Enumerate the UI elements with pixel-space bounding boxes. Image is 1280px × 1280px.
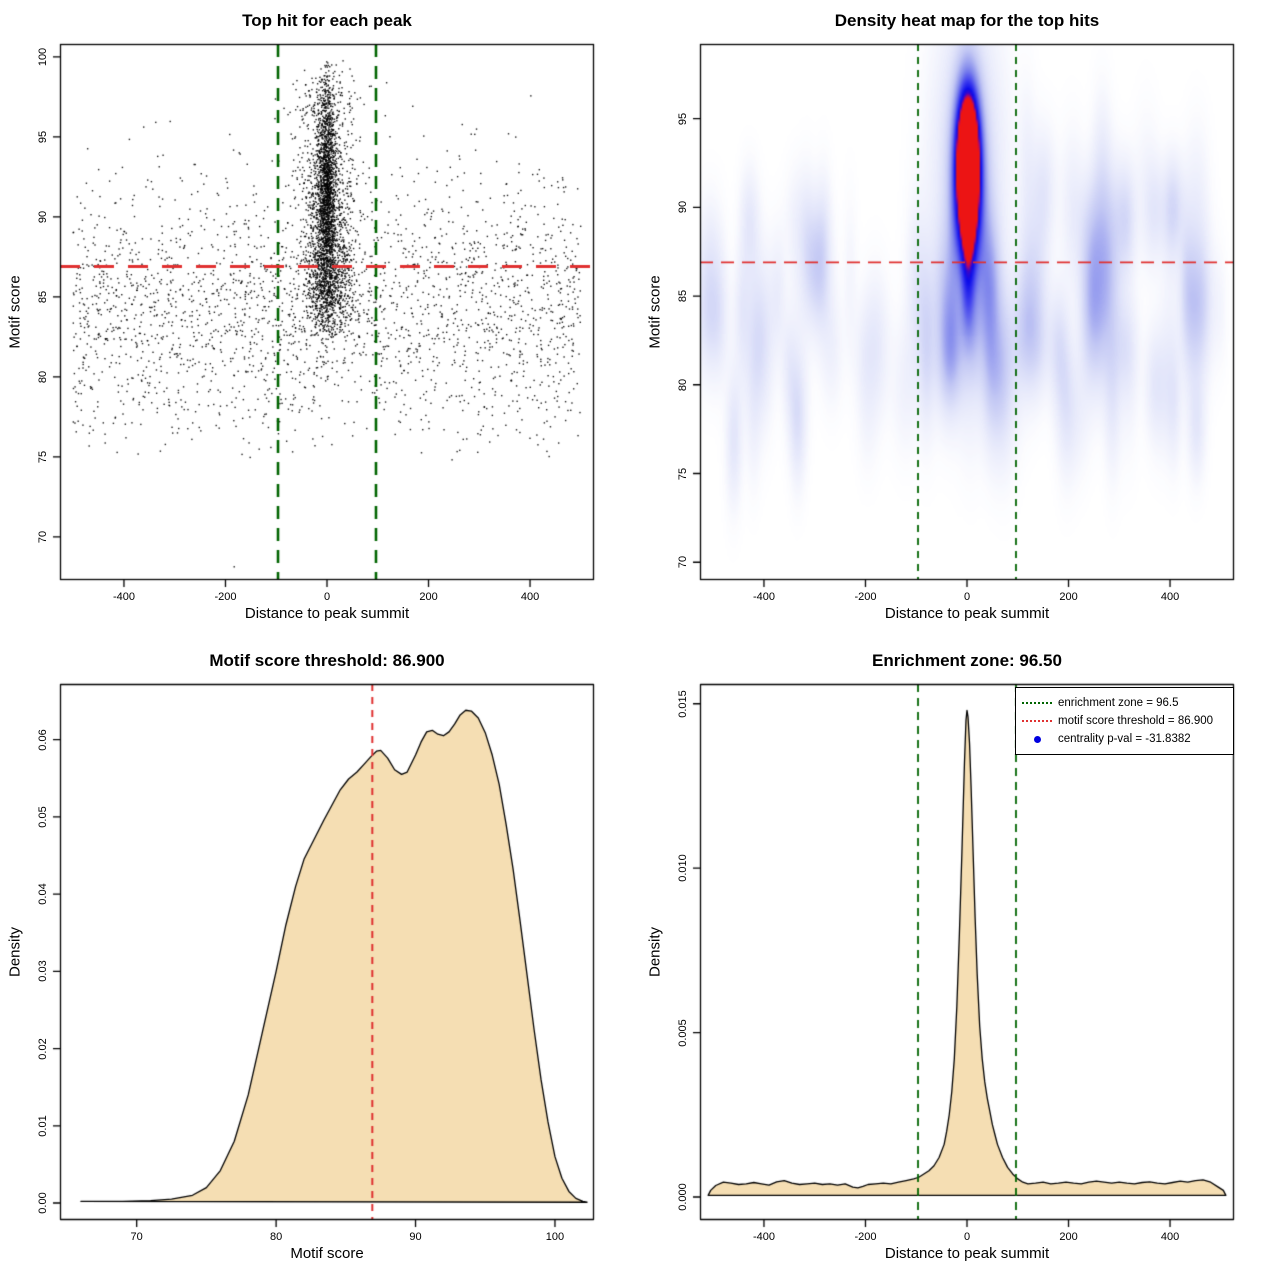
- x-tick-label: 0: [963, 1231, 971, 1243]
- y-tick-label: 80: [37, 370, 49, 383]
- y-tick-label: 0.04: [37, 883, 49, 905]
- x-tick-label: 70: [130, 1231, 143, 1243]
- x-tick-label: -200: [214, 591, 237, 603]
- y-tick-label: 0.03: [37, 960, 49, 983]
- y-tick-label: 95: [677, 112, 689, 125]
- enrichment-density-ylabel: Density: [646, 926, 664, 978]
- x-tick-label: 0: [963, 591, 971, 603]
- x-tick-label: 400: [1160, 1231, 1180, 1243]
- density-heatmap-title: Density heat map for the top hits: [834, 11, 1100, 30]
- x-tick-label: -400: [752, 1231, 775, 1243]
- x-tick-label: -400: [112, 591, 135, 603]
- density-heatmap-xlabel: Distance to peak summit: [884, 605, 1050, 622]
- plot-legend: enrichment zone = 96.5 motif score thres…: [1015, 687, 1234, 755]
- y-tick-label: 95: [37, 130, 49, 143]
- x-tick-label: -200: [854, 591, 877, 603]
- y-tick-label: 0.02: [37, 1037, 49, 1060]
- legend-row-motif-threshold: motif score threshold = 86.900: [1016, 712, 1233, 730]
- legend-row-enrichment-zone: enrichment zone = 96.5: [1016, 694, 1233, 712]
- x-tick-label: -400: [752, 591, 775, 603]
- y-tick-label: 0.015: [677, 689, 689, 718]
- blue-dot-icon: [1016, 735, 1058, 743]
- panel-top-hit-scatter: Top hit for each peak Distance to peak s…: [0, 0, 640, 640]
- x-tick-label: 200: [1059, 591, 1078, 603]
- x-tick-label: 90: [409, 1231, 422, 1243]
- x-tick-label: -200: [854, 1231, 877, 1243]
- legend-row-centrality-pval: centrality p-val = -31.8382: [1016, 730, 1233, 748]
- enrichment-density-xlabel: Distance to peak summit: [884, 1245, 1050, 1262]
- y-tick-label: 75: [37, 450, 49, 463]
- top-hit-scatter-xlabel: Distance to peak summit: [244, 605, 410, 622]
- y-tick-label: 0.01: [37, 1115, 49, 1137]
- legend-label: enrichment zone = 96.5: [1058, 697, 1179, 709]
- y-tick-label: 90: [37, 210, 49, 223]
- red-dotted-line-icon: [1016, 720, 1058, 722]
- x-tick-label: 400: [520, 591, 540, 603]
- x-tick-label: 200: [1059, 1231, 1078, 1243]
- y-tick-label: 100: [37, 47, 49, 66]
- y-tick-label: 0.05: [37, 806, 49, 828]
- x-tick-label: 100: [545, 1231, 565, 1243]
- y-tick-label: 75: [677, 467, 689, 480]
- green-dotted-line-icon: [1016, 702, 1058, 704]
- y-tick-label: 90: [677, 201, 689, 214]
- x-tick-label: 80: [269, 1231, 283, 1243]
- x-tick-label: 0: [323, 591, 331, 603]
- y-tick-label: 0.06: [37, 728, 49, 751]
- density-heatmap-canvas: [640, 0, 1280, 640]
- panel-motif-score-density: Motif score threshold: 86.900 Motif scor…: [0, 640, 640, 1280]
- y-tick-label: 85: [37, 290, 49, 303]
- y-tick-label: 0.00: [37, 1192, 49, 1214]
- panel-density-heatmap: Density heat map for the top hits Distan…: [640, 0, 1280, 640]
- legend-label: centrality p-val = -31.8382: [1058, 733, 1191, 745]
- panel-enrichment-density: Enrichment zone: 96.50 Distance to peak …: [640, 640, 1280, 1280]
- y-tick-label: 80: [677, 378, 689, 391]
- x-tick-label: 200: [419, 591, 438, 603]
- y-tick-label: 0.005: [677, 1018, 689, 1047]
- motif-score-density-title: Motif score threshold: 86.900: [209, 651, 445, 670]
- legend-label: motif score threshold = 86.900: [1058, 715, 1214, 727]
- x-tick-label: 400: [1160, 591, 1180, 603]
- y-tick-label: 0.000: [677, 1183, 689, 1211]
- y-tick-label: 70: [677, 556, 689, 569]
- top-hit-scatter-title: Top hit for each peak: [242, 11, 412, 30]
- top-hit-scatter-ylabel: Motif score: [6, 275, 24, 349]
- y-tick-label: 85: [677, 289, 689, 303]
- enrichment-density-title: Enrichment zone: 96.50: [872, 651, 1062, 670]
- motif-score-density-canvas: [0, 640, 640, 1280]
- motif-score-density-xlabel: Motif score: [290, 1245, 364, 1262]
- top-hit-scatter-canvas: [0, 0, 640, 640]
- motif-score-density-ylabel: Density: [6, 926, 24, 978]
- y-tick-label: 0.010: [677, 854, 689, 882]
- density-heatmap-ylabel: Motif score: [646, 275, 664, 349]
- y-tick-label: 70: [37, 530, 49, 543]
